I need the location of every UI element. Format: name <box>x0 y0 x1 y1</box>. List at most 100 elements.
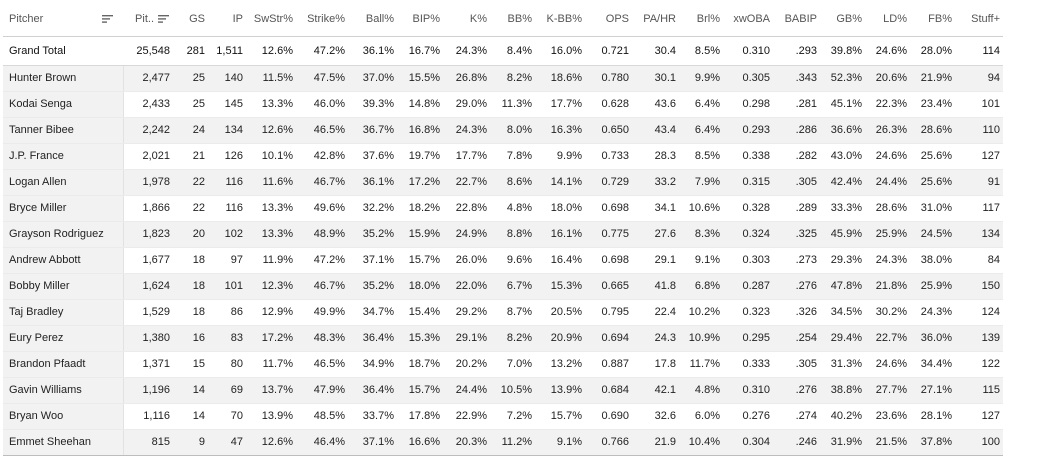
table-row[interactable]: Grayson Rodriguez 1,823 20 102 13.3% 48.9% 35.… <box>3 221 1003 248</box>
table-row[interactable]: Gavin Williams 1,196 14 69 13.7% 47.9% 36.4% 15… <box>3 377 1003 404</box>
table-row[interactable]: Andrew Abbott 1,677 18 97 11.9% 47.2% 37.1% 15.… <box>3 247 1003 274</box>
pitcher-name-cell: Andrew Abbott <box>3 247 124 274</box>
table-row[interactable]: Bobby Miller 1,624 18 101 12.3% 46.7% 35.2% 18.… <box>3 273 1003 300</box>
column-header-ld[interactable]: LD% <box>865 3 910 37</box>
column-header-pitches[interactable]: Pit.. <box>123 3 173 37</box>
cell-swstr: 10.1% <box>246 143 296 170</box>
column-header-label: PA/HR <box>643 13 676 26</box>
grand-total-row[interactable]: Grand Total 25,548 281 1,511 12.6% 47.2% 36.1%… <box>3 36 1003 66</box>
cell-ops: 0.887 <box>585 351 632 378</box>
cell-bip: 15.4% <box>397 299 443 326</box>
cell-pitches: 815 <box>123 429 173 456</box>
cell-ld: 24.4% <box>865 169 910 196</box>
cell-ops: 0.690 <box>585 403 632 430</box>
cell-brl: 9.1% <box>679 247 723 274</box>
cell-ops: 0.733 <box>585 143 632 170</box>
cell-fb: 21.9% <box>910 65 955 92</box>
column-header-stuff[interactable]: Stuff+ <box>955 3 1003 37</box>
table-row[interactable]: Logan Allen 1,978 22 116 11.6% 46.7% 36.1% 17.2… <box>3 169 1003 196</box>
cell-fb: 37.8% <box>910 429 955 456</box>
column-header-bip[interactable]: BIP% <box>397 3 443 37</box>
pitcher-name-cell: Tanner Bibee <box>3 117 124 144</box>
cell-gb: 33.3% <box>820 195 865 222</box>
column-header-bb[interactable]: BB% <box>490 3 535 37</box>
table-row[interactable]: Taj Bradley 1,529 18 86 12.9% 49.9% 34.7% 15.4%… <box>3 299 1003 326</box>
cell-pitches: 1,371 <box>123 351 173 378</box>
cell-swstr: 11.5% <box>246 65 296 92</box>
cell-gs: 20 <box>173 221 208 248</box>
cell-gs: 281 <box>173 36 208 66</box>
column-header-label: GB% <box>836 13 862 26</box>
column-header-babip[interactable]: BABIP <box>773 3 820 37</box>
cell-babip: .281 <box>773 91 820 118</box>
cell-xwoba: 0.310 <box>723 36 773 66</box>
sort-desc-icon[interactable] <box>158 14 170 24</box>
cell-babip: .305 <box>773 169 820 196</box>
column-header-kbb[interactable]: K-BB% <box>535 3 585 37</box>
cell-ball: 37.0% <box>348 65 397 92</box>
pitcher-name-cell: Gavin Williams <box>3 377 124 404</box>
column-header-ops[interactable]: OPS <box>585 3 632 37</box>
table-header-row: Pitcher Pit.. GS IP SwStr% Strike% Ball% BIP% K%… <box>3 3 1003 37</box>
cell-kbb: 20.9% <box>535 325 585 352</box>
column-header-pitcher[interactable]: Pitcher <box>3 3 123 37</box>
cell-strike: 49.9% <box>296 299 348 326</box>
cell-fb: 38.0% <box>910 247 955 274</box>
column-header-pahr[interactable]: PA/HR <box>632 3 679 37</box>
cell-ld: 24.6% <box>865 36 910 66</box>
table-row[interactable]: Kodai Senga 2,433 25 145 13.3% 46.0% 39.3% 14.8… <box>3 91 1003 118</box>
table-row[interactable]: Bryce Miller 1,866 22 116 13.3% 49.6% 32.2% 18.… <box>3 195 1003 222</box>
cell-fb: 25.6% <box>910 169 955 196</box>
cell-kbb: 16.4% <box>535 247 585 274</box>
cell-swstr: 13.9% <box>246 403 296 430</box>
cell-gb: 36.6% <box>820 117 865 144</box>
column-header-brl[interactable]: Brl% <box>679 3 723 37</box>
column-header-fb[interactable]: FB% <box>910 3 955 37</box>
cell-k: 29.2% <box>443 299 490 326</box>
pitcher-name-cell: Grand Total <box>3 36 123 66</box>
cell-gb: 45.1% <box>820 91 865 118</box>
cell-babip: .305 <box>773 351 820 378</box>
cell-kbb: 9.9% <box>535 143 585 170</box>
cell-stuff: 115 <box>955 377 1003 404</box>
cell-swstr: 12.3% <box>246 273 296 300</box>
column-header-k[interactable]: K% <box>443 3 490 37</box>
cell-pitches: 2,477 <box>123 65 173 92</box>
cell-xwoba: 0.315 <box>723 169 773 196</box>
table-row[interactable]: J.P. France 2,021 21 126 10.1% 42.8% 37.6% 19.7… <box>3 143 1003 170</box>
column-header-xwoba[interactable]: xwOBA <box>723 3 773 37</box>
cell-gb: 31.3% <box>820 351 865 378</box>
sort-icon[interactable] <box>102 14 114 24</box>
cell-fb: 27.1% <box>910 377 955 404</box>
table-row[interactable]: Hunter Brown 2,477 25 140 11.5% 47.5% 37.0% 15.… <box>3 65 1003 92</box>
cell-strike: 48.9% <box>296 221 348 248</box>
cell-ld: 22.3% <box>865 91 910 118</box>
cell-ld: 24.6% <box>865 351 910 378</box>
column-header-ball[interactable]: Ball% <box>348 3 397 37</box>
cell-ip: 116 <box>208 195 246 222</box>
column-header-gs[interactable]: GS <box>173 3 208 37</box>
table-row[interactable]: Bryan Woo 1,116 14 70 13.9% 48.5% 33.7% 17.8% 22… <box>3 403 1003 430</box>
table-row[interactable]: Brandon Pfaadt 1,371 15 80 11.7% 46.5% 34.9% 18… <box>3 351 1003 378</box>
cell-ld: 21.5% <box>865 429 910 456</box>
cell-swstr: 11.6% <box>246 169 296 196</box>
cell-ball: 34.9% <box>348 351 397 378</box>
cell-xwoba: 0.276 <box>723 403 773 430</box>
cell-xwoba: 0.293 <box>723 117 773 144</box>
cell-bip: 15.7% <box>397 247 443 274</box>
cell-strike: 46.0% <box>296 91 348 118</box>
cell-ops: 0.684 <box>585 377 632 404</box>
table-row[interactable]: Tanner Bibee 2,242 24 134 12.6% 46.5% 36.7% 16.… <box>3 117 1003 144</box>
column-header-gb[interactable]: GB% <box>820 3 865 37</box>
cell-brl: 8.3% <box>679 221 723 248</box>
table-row[interactable]: Emmet Sheehan 815 9 47 12.6% 46.4% 37.1% 16.6% 2… <box>3 429 1003 456</box>
column-header-ip[interactable]: IP <box>208 3 246 37</box>
cell-k: 29.0% <box>443 91 490 118</box>
column-header-strike[interactable]: Strike% <box>296 3 348 37</box>
cell-gb: 43.0% <box>820 143 865 170</box>
cell-ld: 22.7% <box>865 325 910 352</box>
table-row[interactable]: Eury Perez 1,380 16 83 17.2% 48.3% 36.4% 15.3% 2… <box>3 325 1003 352</box>
column-header-swstr[interactable]: SwStr% <box>246 3 296 37</box>
cell-pitches: 2,242 <box>123 117 173 144</box>
cell-stuff: 84 <box>955 247 1003 274</box>
